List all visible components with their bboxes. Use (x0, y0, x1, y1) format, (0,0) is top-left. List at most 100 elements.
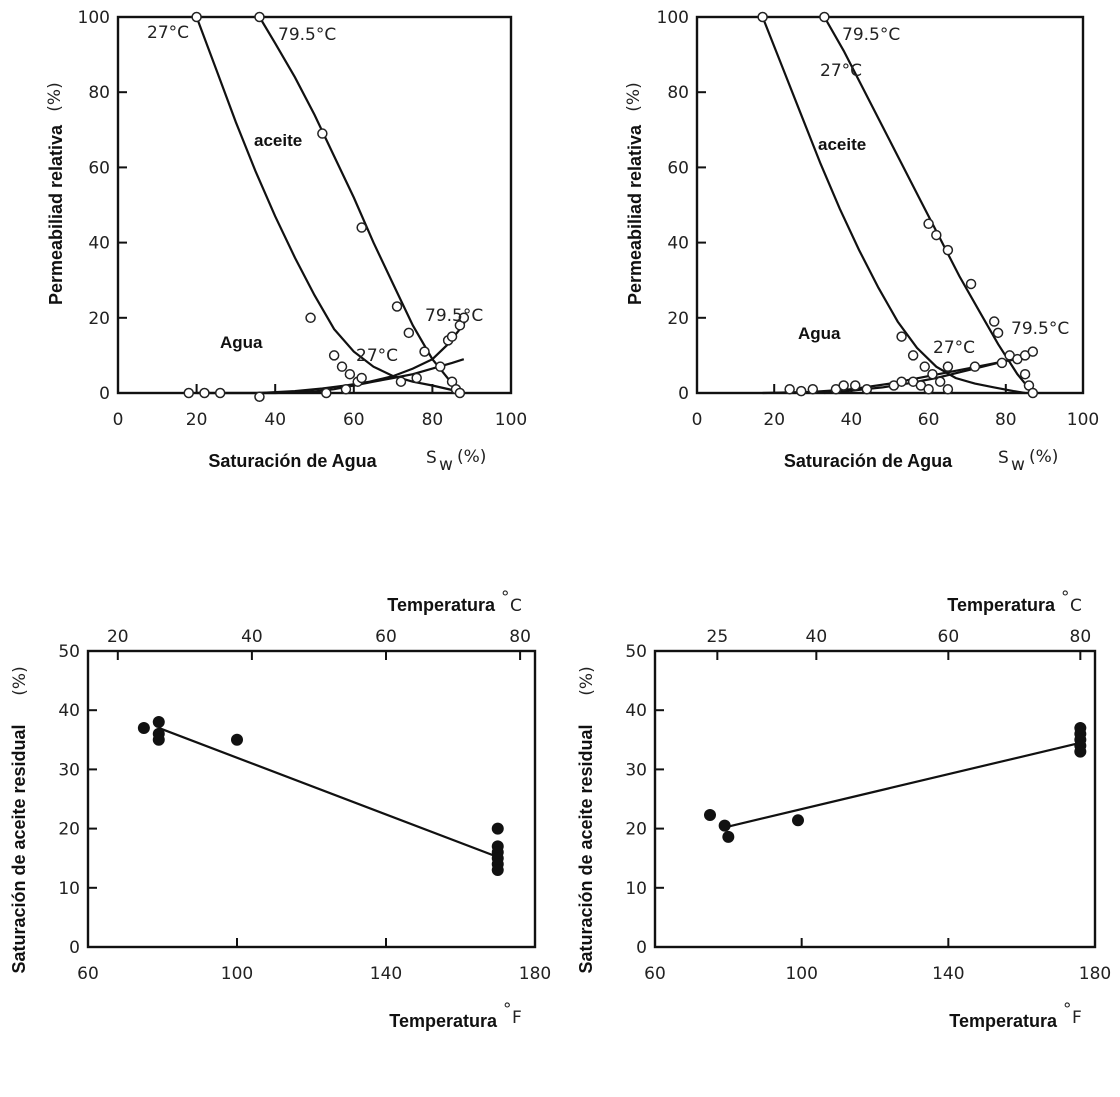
data-point (321, 387, 332, 399)
chart-1: 0 20 40 60 80 100 0 20 40 60 80 100 Saturación de Ag… (45, 8, 527, 475)
data-point (344, 368, 356, 380)
data-point (942, 244, 954, 256)
y-tick-label: 0 (678, 384, 689, 404)
x2-tick-label: 20 (107, 627, 129, 647)
chart-4: 0 10 20 30 40 50 60 100 140 180 25 40 60 80 Temperatur… (576, 588, 1111, 1031)
annotation-27c-oil: 27°C (147, 23, 189, 43)
y-tick-label: 80 (667, 83, 689, 103)
data-point (942, 383, 954, 395)
data-point (152, 716, 165, 729)
y-unit-label: (%) (624, 82, 644, 111)
data-point (838, 380, 849, 391)
x-unit-letter: F (1072, 1008, 1082, 1028)
annotation-79-5c-water: 79.5°C (1011, 319, 1069, 339)
data-point (454, 387, 466, 399)
x-tick-label: 180 (1079, 964, 1111, 984)
y-tick-label: 40 (58, 701, 80, 721)
data-point (411, 372, 422, 384)
series-line (761, 16, 1026, 395)
y-tick-label: 30 (58, 760, 80, 780)
x-unit-letter: F (512, 1008, 522, 1028)
plot-frame (695, 15, 1085, 395)
x-tick-label: 0 (692, 410, 703, 430)
x2-unit-degree: ° (1061, 588, 1070, 608)
data-point (923, 218, 934, 230)
x-tick-label: 20 (763, 410, 785, 430)
y-tick-label: 60 (667, 158, 689, 178)
data-point (896, 331, 907, 342)
x-tick-label: 100 (785, 964, 817, 984)
data-point (491, 864, 504, 877)
x-tick-label: 60 (918, 410, 940, 430)
data-point (850, 380, 861, 391)
chart-3: 0 10 20 30 40 50 60 100 140 180 20 40 60 80 Temperatur… (9, 588, 551, 1031)
x-tick-label: 60 (343, 410, 365, 430)
data-point (896, 376, 907, 387)
y-tick-label: 20 (667, 309, 689, 329)
annotation-27c-water: 27°C (933, 338, 975, 358)
data-point (931, 229, 942, 241)
data-point (988, 316, 1000, 327)
x2-tick-label: 80 (1070, 627, 1092, 647)
data-point (923, 383, 934, 395)
data-point (356, 372, 367, 384)
plot-frame (86, 649, 537, 949)
x-tick-label: 60 (644, 964, 666, 984)
plot-frame (653, 649, 1097, 949)
x-tick-label: 20 (186, 410, 208, 430)
data-point (137, 721, 150, 734)
annotation-27c-water: 27°C (356, 346, 398, 366)
y-tick-label: 50 (58, 642, 80, 662)
x-tick-label: 40 (264, 410, 286, 430)
y-tick-label: 0 (636, 938, 647, 958)
x2-axis-label: Temperatura (947, 595, 1056, 615)
data-point (403, 327, 415, 339)
x-tick-label: 0 (113, 410, 124, 430)
y-unit-label: (%) (10, 666, 30, 695)
x-tick-label: 40 (841, 410, 863, 430)
x-tick-label: 100 (221, 964, 253, 984)
x-axis-label: Temperatura (389, 1011, 498, 1031)
x-axis-label: Saturación de Agua (784, 451, 953, 471)
annotation-aceite: aceite (254, 131, 302, 150)
x2-tick-label: 25 (707, 627, 729, 647)
data-point (435, 361, 446, 372)
data-point (305, 312, 316, 324)
annotation-agua: Agua (798, 324, 841, 343)
x-unit-percent: (%) (457, 447, 486, 467)
x-tick-label: 140 (932, 964, 964, 984)
fit-line (724, 741, 1081, 829)
y-tick-label: 10 (625, 879, 647, 899)
x-unit-percent: (%) (1029, 447, 1058, 467)
x-unit-degree: ° (1063, 1000, 1072, 1020)
y-tick-label: 20 (58, 820, 80, 840)
annotation-79-5c-water: 79.5°C (425, 306, 483, 326)
data-point (183, 387, 194, 399)
x-axis-label: Temperatura (949, 1011, 1058, 1031)
x2-unit-letter: C (1070, 596, 1082, 616)
x2-tick-label: 40 (241, 627, 263, 647)
data-point (965, 278, 977, 290)
x-unit-symbol: S (998, 448, 1009, 468)
data-point (231, 733, 243, 746)
data-point (807, 383, 819, 395)
data-point (419, 346, 430, 357)
x2-tick-label: 60 (375, 627, 397, 647)
x2-tick-label: 80 (509, 627, 531, 647)
x-tick-label: 60 (77, 964, 99, 984)
y-tick-label: 50 (625, 642, 647, 662)
x-axis-label: Saturación de Agua (208, 451, 377, 471)
data-point (1019, 368, 1031, 380)
x2-unit-letter: C (510, 596, 522, 616)
data-point (784, 383, 795, 395)
fit-line (158, 726, 499, 859)
y-tick-label: 10 (58, 879, 80, 899)
data-point (214, 387, 226, 399)
x-tick-label: 80 (422, 410, 444, 430)
data-point (254, 391, 265, 403)
data-point (356, 222, 367, 233)
data-point (458, 312, 470, 324)
y-axis-label: Saturación de aceite residual (9, 724, 29, 973)
y-tick-label: 100 (78, 8, 110, 28)
